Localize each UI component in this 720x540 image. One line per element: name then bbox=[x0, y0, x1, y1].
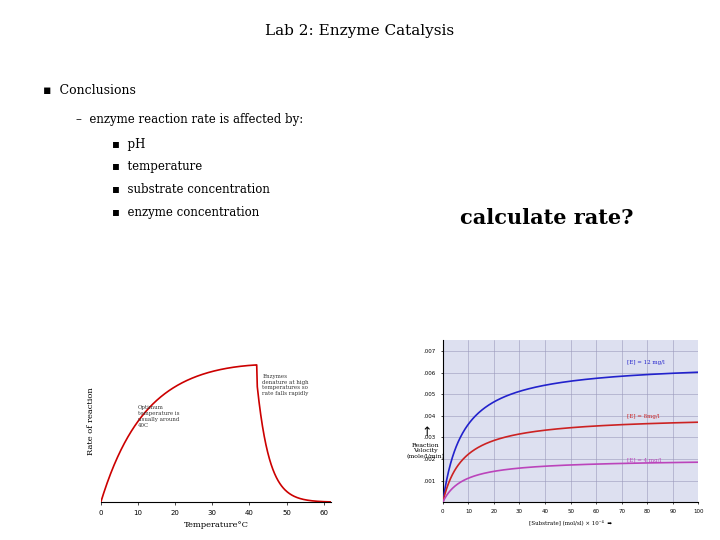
Text: –  enzyme reaction rate is affected by:: – enzyme reaction rate is affected by: bbox=[76, 113, 303, 126]
Text: [E] = 4 mg/l: [E] = 4 mg/l bbox=[627, 457, 661, 463]
Text: ▪  temperature: ▪ temperature bbox=[112, 160, 202, 173]
Y-axis label: Rate of reaction: Rate of reaction bbox=[87, 387, 95, 455]
X-axis label: Temperature°C: Temperature°C bbox=[184, 522, 248, 529]
Text: calculate rate?: calculate rate? bbox=[461, 208, 634, 228]
Text: ▪  pH: ▪ pH bbox=[112, 138, 145, 151]
Text: ▪  substrate concentration: ▪ substrate concentration bbox=[112, 183, 269, 196]
Text: ▪  Conclusions: ▪ Conclusions bbox=[43, 84, 136, 97]
Text: [E] = 12 mg/l: [E] = 12 mg/l bbox=[627, 360, 665, 366]
Text: ▪  enzyme concentration: ▪ enzyme concentration bbox=[112, 206, 259, 219]
Text: Enzymes
denature at high
temperatures so
rate falls rapidly: Enzymes denature at high temperatures so… bbox=[263, 374, 309, 396]
Text: Lab 2: Enzyme Catalysis: Lab 2: Enzyme Catalysis bbox=[266, 24, 454, 38]
Text: ↑: ↑ bbox=[421, 426, 431, 438]
X-axis label: [Substrate] (mol/sl) × 10⁻⁴  ➡: [Substrate] (mol/sl) × 10⁻⁴ ➡ bbox=[529, 519, 612, 525]
Text: Reaction
Velocity
(mole/l/min): Reaction Velocity (mole/l/min) bbox=[407, 442, 444, 460]
Text: Optimum
temperature is
usually around
40C: Optimum temperature is usually around 40… bbox=[138, 406, 179, 428]
Text: [E] = 8mg/l: [E] = 8mg/l bbox=[627, 414, 660, 420]
